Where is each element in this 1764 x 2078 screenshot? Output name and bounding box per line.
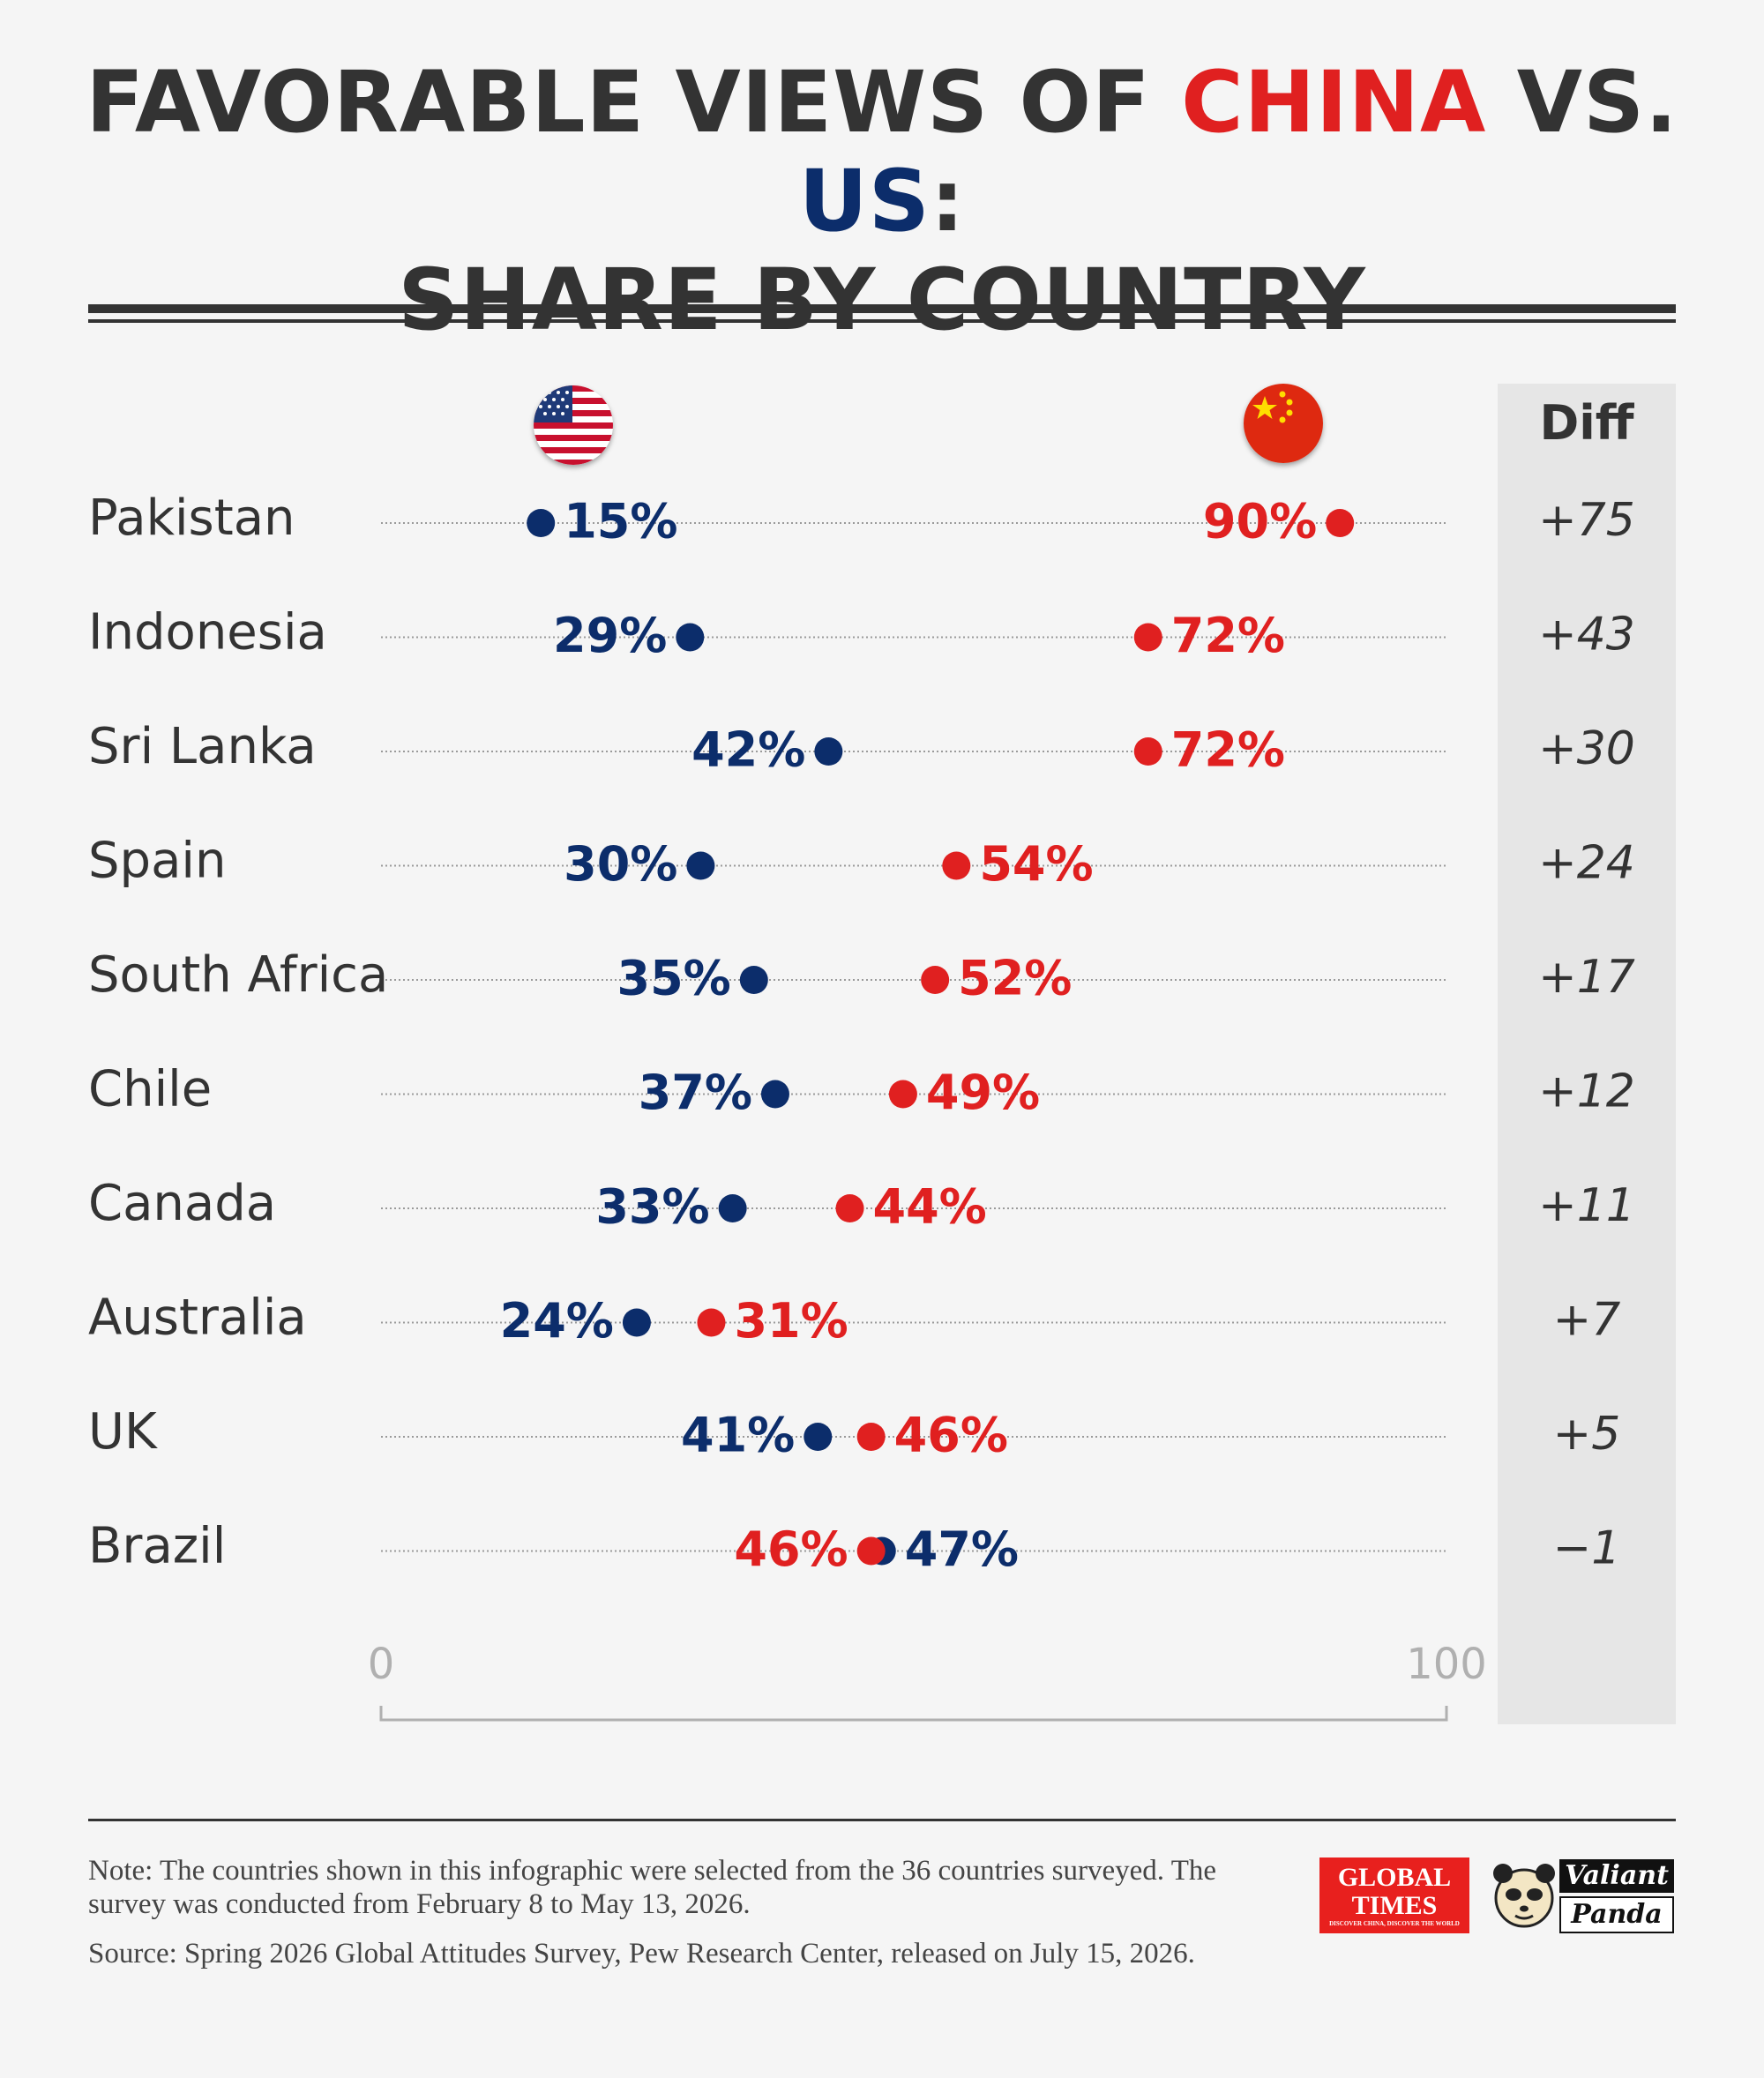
us-dot (622, 1308, 651, 1337)
us-dot (760, 1080, 789, 1109)
us-dot (527, 509, 556, 537)
country-label: UK (88, 1403, 158, 1461)
footer-divider (88, 1819, 1676, 1821)
diff-column-background (1498, 384, 1676, 1724)
title-china-word: CHINA (1181, 53, 1487, 152)
footer-source: Source: Spring 2026 Global Attitudes Sur… (88, 1938, 1195, 1970)
diff-value: +17 (1538, 951, 1635, 1004)
us-dot (804, 1423, 833, 1451)
china-dot (856, 1536, 886, 1566)
china-dot (942, 851, 971, 880)
country-label: Sri Lanka (88, 718, 317, 775)
china-flag-icon (1244, 384, 1323, 463)
diff-header: Diff (1539, 395, 1634, 451)
footer-note: Note: The countries shown in this infogr… (88, 1855, 1217, 1920)
china-value-label: 72% (1171, 722, 1285, 778)
china-value-label: 44% (873, 1179, 987, 1235)
china-value-label: 54% (979, 836, 1093, 892)
country-label: Pakistan (88, 490, 295, 547)
diff-value: +30 (1538, 722, 1635, 775)
china-value-label: 46% (894, 1408, 1008, 1463)
title-line-2: SHARE BY COUNTRY (398, 250, 1366, 349)
china-value-label: 46% (734, 1521, 848, 1577)
china-value-label: 72% (1171, 608, 1285, 663)
country-label: Chile (88, 1061, 212, 1118)
china-dot (856, 1423, 886, 1451)
global-times-logo: GLOBAL TIMES DISCOVER CHINA, DISCOVER TH… (1319, 1857, 1469, 1933)
us-dot (814, 737, 843, 766)
diff-value: +12 (1538, 1065, 1635, 1118)
us-value-label: 33% (595, 1179, 709, 1235)
valiant-panda-logo: Valiant Panda (1489, 1856, 1676, 1935)
country-label: Canada (88, 1175, 276, 1232)
diff-value: +7 (1553, 1294, 1621, 1347)
diff-value: +24 (1538, 837, 1635, 890)
us-dot (739, 966, 768, 994)
china-dot (1326, 509, 1355, 537)
country-label: Spain (88, 833, 226, 890)
title-us-word: US (798, 152, 931, 250)
x-axis-tick-label: 0 (368, 1640, 395, 1689)
us-value-label: 47% (905, 1521, 1019, 1577)
diff-value: +5 (1553, 1408, 1621, 1461)
china-value-label: 90% (1203, 494, 1317, 549)
title-line-1: FAVORABLE VIEWS OF CHINA VS. US: (86, 53, 1678, 250)
country-label: Brazil (88, 1518, 226, 1575)
china-value-label: 31% (734, 1293, 848, 1349)
us-dot (676, 623, 705, 652)
us-value-label: 37% (639, 1065, 752, 1120)
china-dot (921, 966, 950, 994)
us-value-label: 24% (500, 1293, 614, 1349)
title-divider (88, 304, 1676, 313)
us-value-label: 15% (564, 494, 677, 549)
china-dot (835, 1194, 864, 1222)
china-value-label: 52% (958, 951, 1072, 1006)
diff-value: +11 (1538, 1179, 1635, 1232)
us-dot (718, 1194, 747, 1222)
diff-value: +43 (1538, 609, 1635, 662)
china-dot (1133, 623, 1162, 652)
country-label: Indonesia (88, 604, 327, 662)
us-value-label: 30% (564, 836, 677, 892)
china-dot (1133, 737, 1162, 766)
panda-icon (1493, 1864, 1555, 1928)
x-axis-tick-label: 100 (1406, 1640, 1487, 1689)
china-dot (888, 1080, 917, 1109)
us-value-label: 35% (617, 951, 731, 1006)
china-value-label: 49% (926, 1065, 1040, 1120)
chart-title: FAVORABLE VIEWS OF CHINA VS. US: SHARE B… (0, 53, 1764, 349)
diff-value: −1 (1553, 1522, 1621, 1575)
us-dot (686, 851, 715, 880)
china-dot (697, 1308, 726, 1337)
country-label: Australia (88, 1289, 307, 1347)
title-divider-thin (88, 319, 1676, 323)
dot-plot: Pakistan 15% 90% +75 Indonesia 29% 72% +43 Sri L… (88, 490, 1635, 1722)
diff-value: +75 (1538, 494, 1635, 547)
us-value-label: 41% (681, 1408, 795, 1463)
us-value-label: 42% (691, 722, 805, 778)
x-axis-line (379, 1706, 1448, 1722)
us-value-label: 29% (553, 608, 667, 663)
country-label: South Africa (88, 946, 388, 1004)
